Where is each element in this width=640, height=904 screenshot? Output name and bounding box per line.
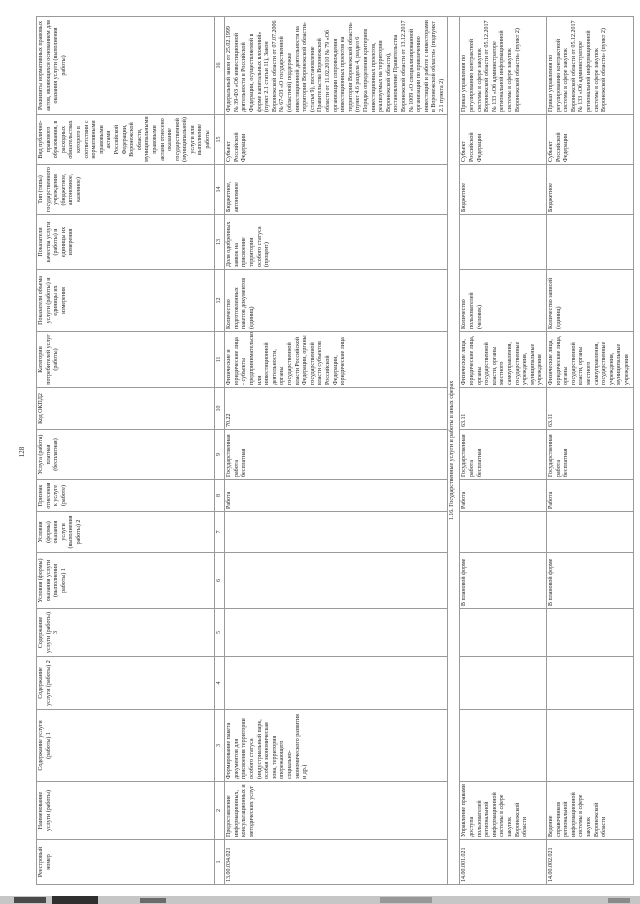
- header-cell: Содержание услуги (работы) 1: [36, 709, 215, 782]
- table-cell: [459, 709, 547, 782]
- header-cell: Условия (формы) оказания услуги (выполне…: [36, 511, 215, 553]
- column-number-cell: 8: [214, 479, 225, 512]
- table-cell: [546, 709, 634, 782]
- table-cell: [546, 608, 634, 657]
- column-number-cell: 1: [214, 839, 225, 885]
- table-cell: 63.11: [459, 387, 547, 430]
- registry-table: Реестровый номер Наименование услуги (ра…: [36, 16, 634, 885]
- scan-artifact-band: [0, 896, 640, 904]
- table-cell: [224, 552, 448, 609]
- table-cell: Работа: [546, 479, 634, 512]
- column-number-cell: 15: [214, 114, 225, 165]
- table-cell: [224, 511, 448, 553]
- table-cell: Работа: [459, 479, 547, 512]
- table-cell: Государственная работа бесплатная: [546, 429, 634, 480]
- column-number-cell: 11: [214, 331, 225, 388]
- header-cell: Содержание услуги (работы) 2: [36, 656, 215, 710]
- table-cell: Физические лица, юридические лица, орган…: [546, 331, 634, 388]
- table-cell: 70.22: [224, 387, 448, 430]
- header-cell: Тип (типы) государственного учреждения (…: [36, 164, 215, 215]
- table-row: 14.00.002.021 Ведение справочников регио…: [546, 16, 634, 885]
- table-cell: 14.00.002.021: [546, 839, 634, 885]
- header-cell: Условия (формы) оказания услуги (выполне…: [36, 552, 215, 609]
- table-cell: Бюджетное, автономное: [224, 164, 448, 215]
- table-cell: Количество подготовленных пакетов докуме…: [224, 269, 448, 332]
- table-cell: Ведение справочников региональной информ…: [546, 781, 634, 840]
- column-number-cell: 14: [214, 164, 225, 215]
- header-cell: Содержание услуги (работы) 3: [36, 608, 215, 657]
- header-cell: Показатели объема услуги (работы) и един…: [36, 269, 215, 332]
- table-cell: [224, 608, 448, 657]
- section-label: 1.16. Государственные услуги и работы в …: [447, 16, 460, 885]
- table-cell: Федеральный закон от 25.02.1999 № 39-ФЗ …: [224, 16, 448, 115]
- column-number-cell: 13: [214, 214, 225, 270]
- header-cell: Показатели качества услуги (работы) и ед…: [36, 214, 215, 270]
- header-cell: Услуга (работа) платная (бесплатная): [36, 429, 215, 480]
- table-cell: [224, 656, 448, 710]
- table-cell: Субъект Российской Федерации: [224, 114, 448, 165]
- table-cell: Физические лица, юридические лица, орган…: [459, 331, 547, 388]
- table-cell: Формирование пакета документов для присв…: [224, 709, 448, 782]
- scan-artifact: [52, 896, 98, 904]
- table-row: 13.00.034.021 Предоставление информацион…: [224, 16, 448, 885]
- table-cell: [546, 214, 634, 270]
- column-number-cell: 6: [214, 552, 225, 609]
- table-cell: [546, 511, 634, 553]
- column-number-cell: 4: [214, 656, 225, 710]
- table-cell: Предоставление информационных, консульта…: [224, 781, 448, 840]
- table-row: 14.00.001.021 Управление правами доступа…: [459, 16, 547, 885]
- column-number-cell: 16: [214, 16, 225, 115]
- table-cell: Работа: [224, 479, 448, 512]
- table-cell: В плановой форме: [459, 552, 547, 609]
- scan-artifact: [608, 898, 630, 903]
- table-cell: Государственная работа бесплатная: [459, 429, 547, 480]
- table-cell: Приказ управления по регулированию контр…: [459, 16, 547, 115]
- table-cell: Субъект Российской Федерации: [546, 114, 634, 165]
- header-cell: Реквизиты нормативных правовых актов, яв…: [36, 16, 215, 115]
- header-cell: Реестровый номер: [36, 839, 215, 885]
- table-cell: Субъект Российской Федерации: [459, 114, 547, 165]
- scan-artifact: [14, 897, 46, 903]
- column-number-cell: 3: [214, 709, 225, 782]
- page-number: 128: [18, 446, 26, 458]
- table-cell: [546, 656, 634, 710]
- header-cell: Признак отнесения к услуге (работе): [36, 479, 215, 512]
- scan-artifact: [380, 897, 432, 903]
- scan-artifact: [140, 898, 166, 903]
- table-cell: Физические и юридические лица - субъекты…: [224, 331, 448, 388]
- header-cell: Вид публично-правового образования, в ра…: [36, 114, 215, 165]
- table-cell: [459, 511, 547, 553]
- table-cell: [459, 214, 547, 270]
- table-cell: Количество записей (единиц): [546, 269, 634, 332]
- table-cell: Государственная работа бесплатная: [224, 429, 448, 480]
- column-number-cell: 7: [214, 511, 225, 553]
- column-number-cell: 5: [214, 608, 225, 657]
- section-row: 1.16. Государственные услуги и работы в …: [447, 16, 460, 885]
- column-number-cell: 10: [214, 387, 225, 430]
- column-number-cell: 9: [214, 429, 225, 480]
- table-cell: 14.00.001.021: [459, 839, 547, 885]
- header-cell: Код ОКПД2: [36, 387, 215, 430]
- table-cell: Бюджетное: [459, 164, 547, 215]
- header-cell: Категории потребителей услуг (работы): [36, 331, 215, 388]
- table-cell: [459, 656, 547, 710]
- table-cell: Бюджетное: [546, 164, 634, 215]
- table-cell: Доля одобренных заявок на присвоение тер…: [224, 214, 448, 270]
- table-cell: [459, 608, 547, 657]
- table-cell: Приказ управления по регулированию контр…: [546, 16, 634, 115]
- header-cell: Наименование услуги (работы): [36, 781, 215, 840]
- table-cell: Управление правами доступа пользователей…: [459, 781, 547, 840]
- table-cell: 13.00.034.021: [224, 839, 448, 885]
- column-number-row: 1 2 3 4 5 6 7 8 9 10 11 12 13 14 15 16: [214, 16, 225, 885]
- column-number-cell: 12: [214, 269, 225, 332]
- table-cell: В плановой форме: [546, 552, 634, 609]
- table-cell: 63.11: [546, 387, 634, 430]
- column-number-cell: 2: [214, 781, 225, 840]
- table-cell: Количество пользователей (человек): [459, 269, 547, 332]
- header-row: Реестровый номер Наименование услуги (ра…: [36, 16, 215, 885]
